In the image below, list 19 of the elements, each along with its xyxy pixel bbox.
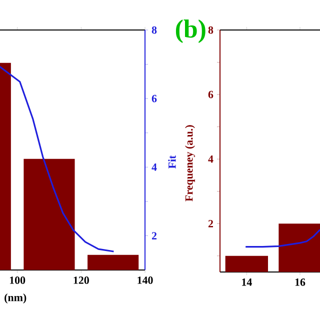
- x-tick-label: 100: [10, 276, 26, 284]
- x-axis-title: (nm): [4, 294, 26, 304]
- y-tick-label: 4: [208, 155, 214, 163]
- y2-axis-title: Fit: [168, 155, 176, 169]
- y2-tick-label: 2: [152, 232, 157, 240]
- y2-tick-label: 8: [152, 26, 157, 34]
- y-tick-label: 8: [208, 26, 214, 34]
- chart-title: (b): [176, 20, 206, 44]
- x-tick-label: 120: [74, 276, 89, 284]
- y-tick-label: 2: [208, 220, 214, 228]
- x-tick-label: 14: [242, 278, 252, 286]
- line-series: [244, 228, 320, 248]
- line-series: [0, 66, 115, 252]
- y-tick-label: 6: [208, 90, 214, 98]
- x-tick-label: 140: [138, 276, 153, 284]
- x-tick-label: 16: [295, 278, 306, 286]
- y2-tick-label: 4: [152, 164, 157, 171]
- y-axis-title: Frequeney (a.u.): [185, 125, 195, 202]
- y2-tick-label: 6: [152, 94, 157, 102]
